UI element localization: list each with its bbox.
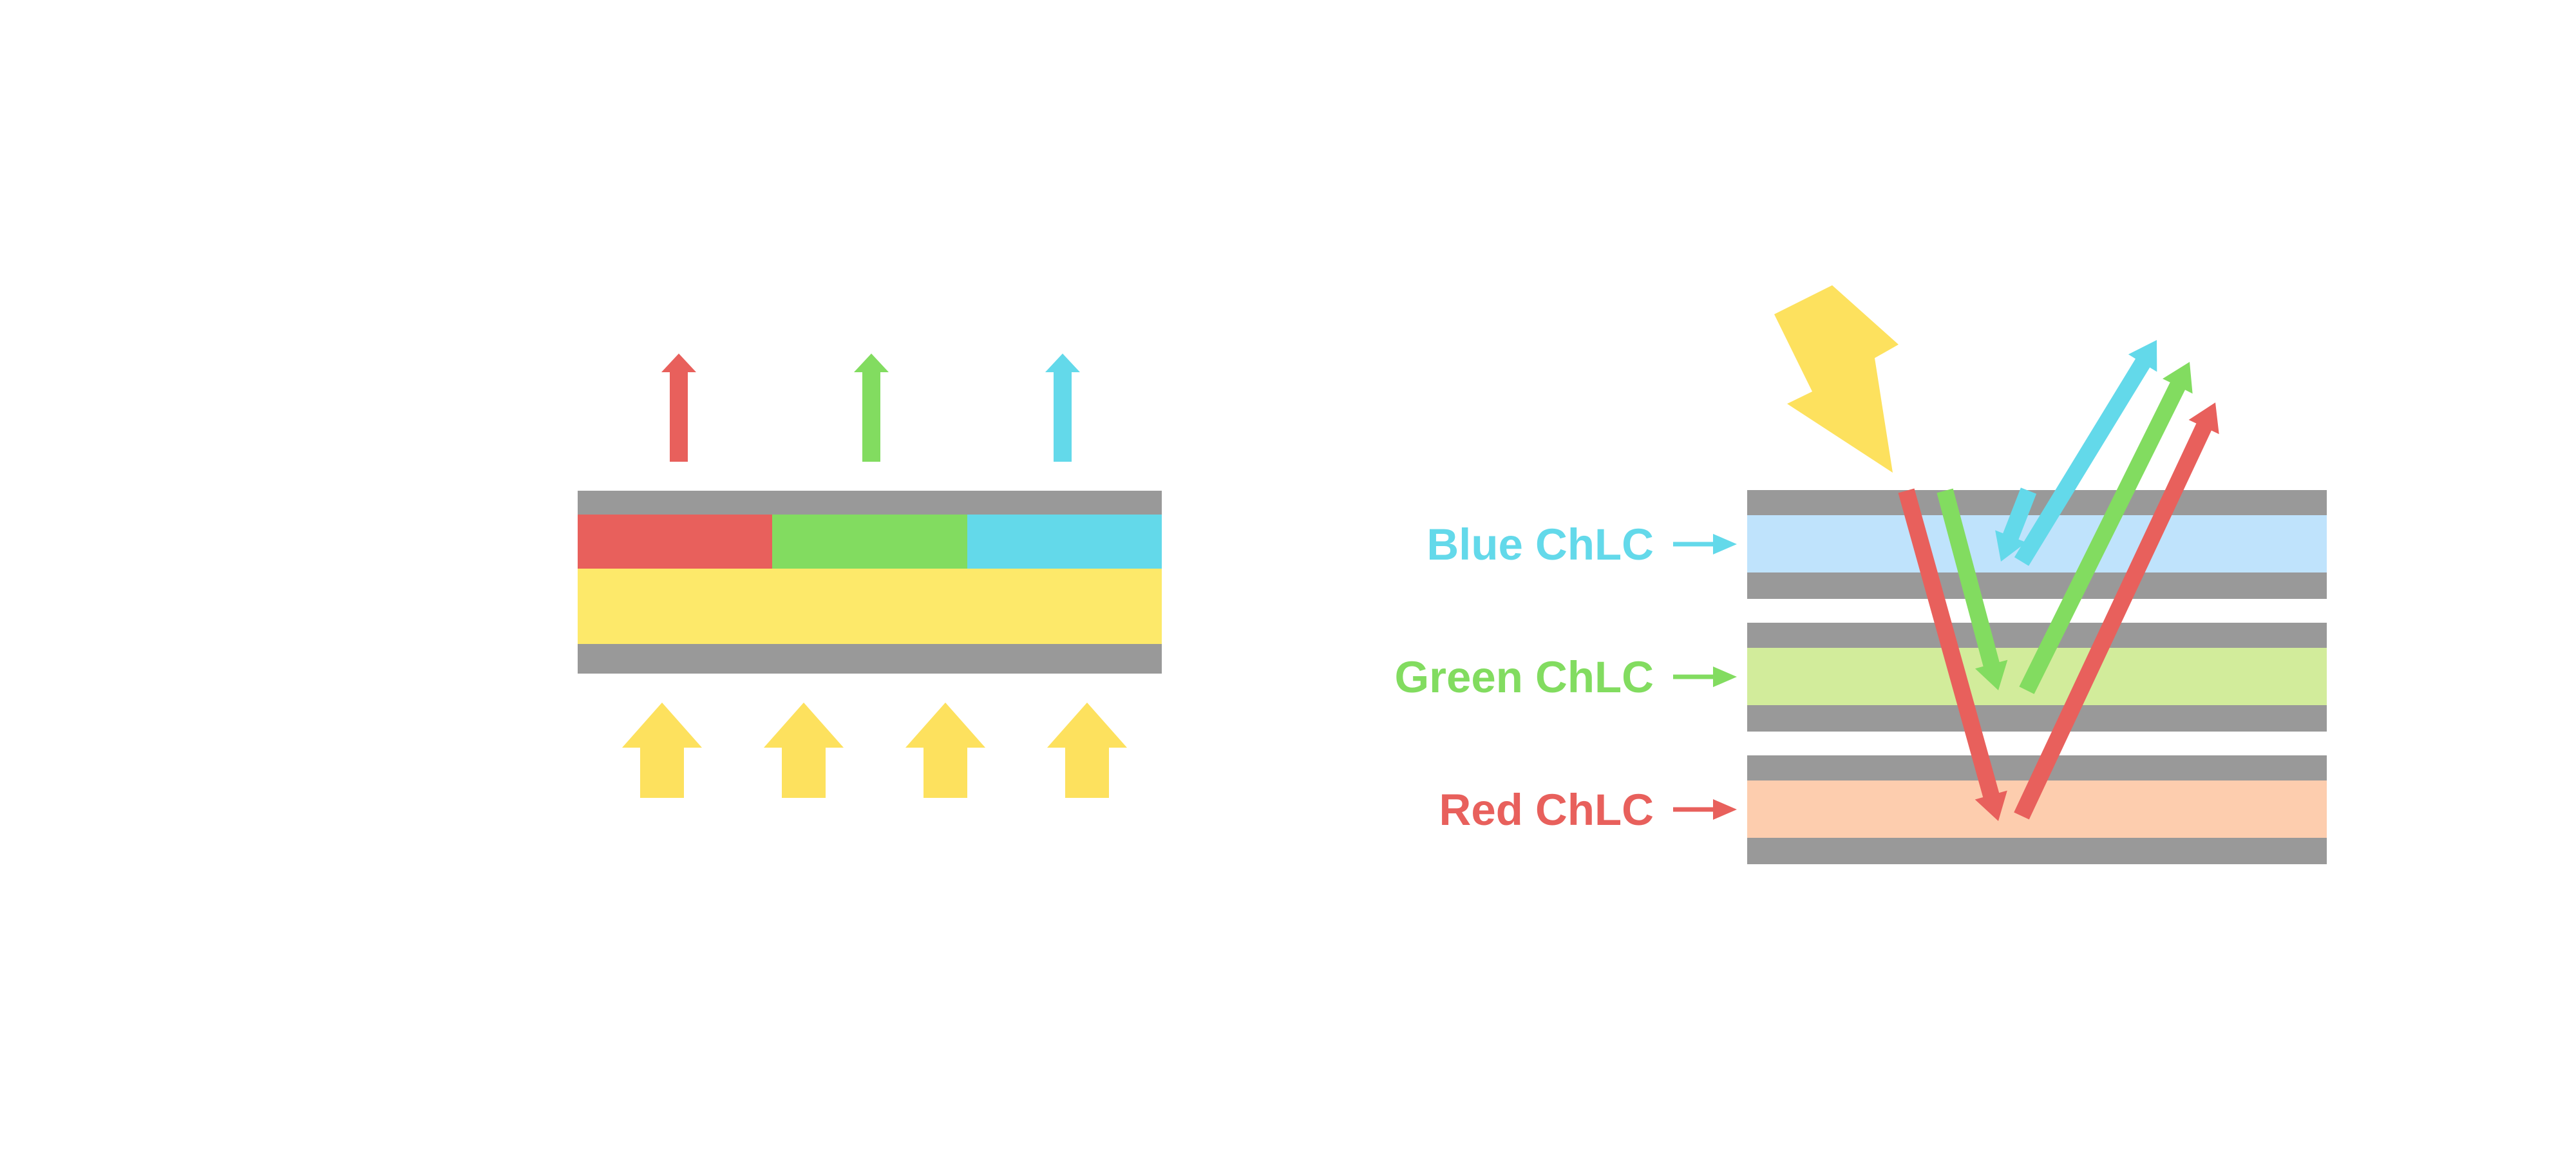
svg-text:Red ChLC: Red ChLC	[1439, 785, 1654, 835]
svg-text:Blue ChLC: Blue ChLC	[1426, 520, 1654, 569]
svg-text:Green ChLC: Green ChLC	[1394, 652, 1654, 702]
